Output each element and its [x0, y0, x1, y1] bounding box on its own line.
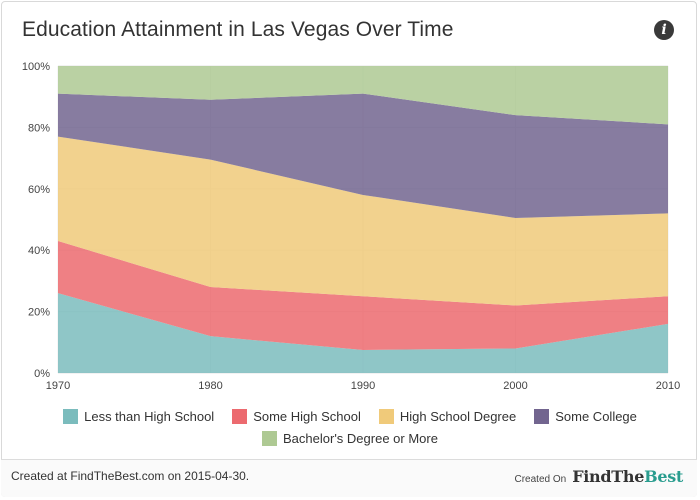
area-series-bachelor-s-degree-or-more [58, 66, 668, 125]
y-tick-label: 60% [28, 184, 50, 196]
legend-item[interactable]: Less than High School [63, 408, 215, 424]
y-tick-label: 20% [28, 307, 50, 319]
legend-item[interactable]: Some High School [232, 408, 361, 424]
brand-logo[interactable]: FindTheBest [572, 467, 683, 486]
area-series-high-school-degree [58, 136, 668, 306]
y-tick-label: 0% [34, 368, 50, 380]
area-chart: 0% 20% 40% 60% 80% 100% 1970 1980 1990 2000 2010 [22, 61, 680, 392]
legend-label: High School Degree [399, 408, 517, 424]
x-tick-label: 2010 [656, 380, 680, 392]
x-tick-label: 1990 [351, 380, 375, 392]
legend-swatch [262, 430, 278, 446]
created-on-label: Created On [514, 474, 567, 485]
footer: Created at FindTheBest.com on 2015-04-30… [1, 459, 697, 497]
legend-item[interactable]: Bachelor's Degree or More [262, 430, 438, 446]
area-series-some-college [58, 93, 668, 218]
area-series-some-high-school [58, 240, 668, 350]
legend-swatch [378, 408, 394, 424]
chart-legend: Less than High School Some High School Hig… [0, 405, 700, 449]
legend-row: Less than High School Some High School Hig… [0, 405, 700, 427]
legend-swatch [232, 408, 248, 424]
chart-title: Education Attainment in Las Vegas Over T… [22, 18, 454, 41]
legend-label: Less than High School [84, 408, 215, 424]
legend-label: Bachelor's Degree or More [283, 430, 438, 446]
brand-credit[interactable]: Created On FindTheBest [515, 467, 684, 486]
x-tick-label: 1970 [46, 380, 70, 392]
info-icon[interactable]: i [654, 20, 674, 40]
legend-label: Some College [555, 408, 637, 424]
legend-swatch [63, 408, 79, 424]
legend-item[interactable]: High School Degree [378, 408, 517, 424]
brand-text-part2: Best [644, 467, 683, 486]
area-series-less-than-high-school [58, 293, 668, 373]
y-tick-label: 80% [28, 122, 50, 134]
legend-row: Bachelor's Degree or More [0, 427, 700, 449]
legend-item[interactable]: Some College [534, 408, 637, 424]
created-date-text: Created at FindTheBest.com on 2015-04-30… [11, 469, 250, 483]
legend-swatch [534, 408, 550, 424]
legend-label: Some High School [253, 408, 361, 424]
y-tick-label: 40% [28, 245, 50, 257]
x-tick-label: 1980 [198, 380, 222, 392]
y-tick-label: 100% [22, 61, 50, 73]
brand-text-part1: FindThe [572, 467, 645, 486]
x-tick-label: 2000 [503, 380, 527, 392]
